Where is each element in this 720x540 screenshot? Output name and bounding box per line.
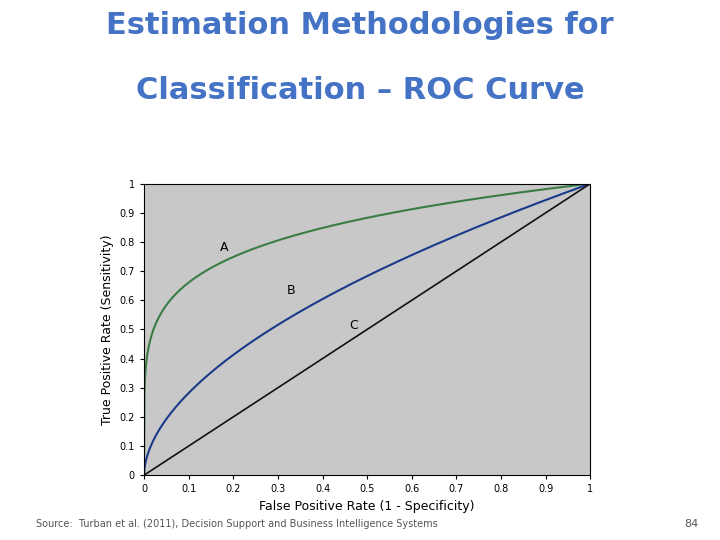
Text: A: A <box>220 241 228 254</box>
Text: B: B <box>287 285 295 298</box>
Text: C: C <box>349 319 358 333</box>
X-axis label: False Positive Rate (1 - Specificity): False Positive Rate (1 - Specificity) <box>259 500 475 513</box>
Text: Classification – ROC Curve: Classification – ROC Curve <box>135 76 585 105</box>
Text: Estimation Methodologies for: Estimation Methodologies for <box>106 11 614 40</box>
Text: 84: 84 <box>684 519 698 529</box>
Text: Source:  Turban et al. (2011), Decision Support and Business Intelligence System: Source: Turban et al. (2011), Decision S… <box>36 519 438 529</box>
Y-axis label: True Positive Rate (Sensitivity): True Positive Rate (Sensitivity) <box>101 234 114 424</box>
